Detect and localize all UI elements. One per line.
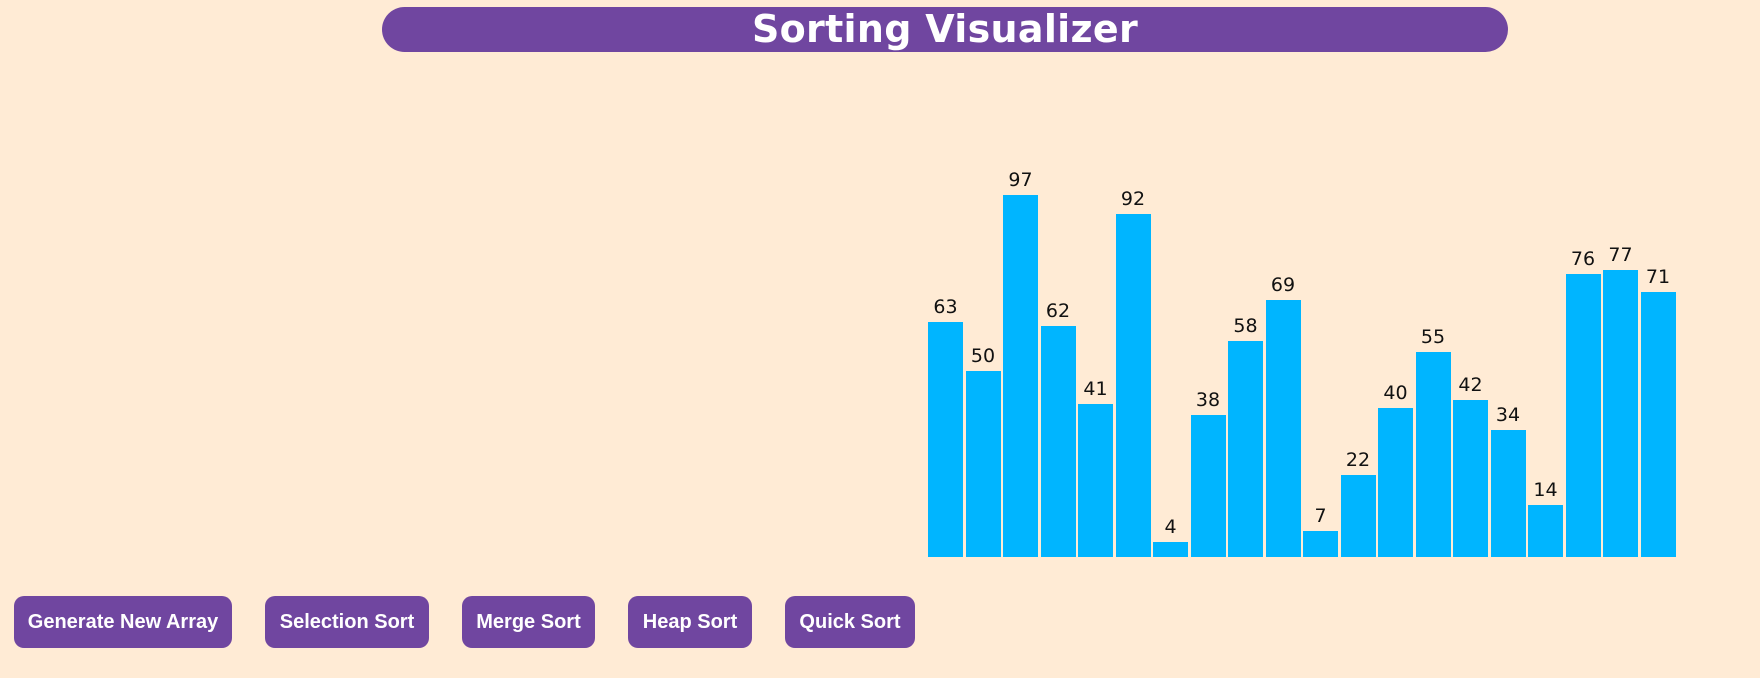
bar-value-label: 77 [1608, 243, 1633, 266]
array-bar [1228, 340, 1263, 557]
array-bar [1415, 351, 1451, 557]
array-bar [1078, 404, 1113, 557]
bar-value-label: 42 [1458, 374, 1483, 397]
bar-value-label: 34 [1495, 404, 1521, 427]
array-bar [1003, 195, 1038, 557]
bar-value-label: 38 [1195, 389, 1221, 412]
array-bar [1153, 542, 1188, 557]
bar-value-label: 63 [933, 296, 958, 318]
bar-value-label: 4 [1164, 516, 1177, 539]
bar-value-label: 62 [1045, 299, 1071, 322]
bar-value-label: 58 [1233, 314, 1258, 337]
bar-value-label: 55 [1420, 325, 1446, 348]
array-bar [1265, 299, 1301, 557]
array-bar [965, 370, 1001, 557]
bar-value-label: 76 [1570, 247, 1596, 270]
quick-sort-button[interactable]: Quick Sort [785, 596, 915, 648]
bar-value-label: 41 [1083, 378, 1108, 401]
bar-value-label: 69 [1270, 273, 1296, 296]
array-bar [1040, 325, 1076, 557]
bar-value-label: 7 [1314, 504, 1327, 527]
bar-value-label: 92 [1120, 187, 1146, 210]
array-bar [1378, 407, 1413, 557]
array-bar [1565, 273, 1601, 557]
bar-value-label: 22 [1345, 448, 1371, 471]
bar-value-label: 71 [1645, 266, 1671, 289]
array-bar [928, 322, 963, 557]
bar-value-label: 40 [1383, 381, 1408, 404]
generate-new-array-button[interactable]: Generate New Array [14, 596, 232, 648]
title-banner: Sorting Visualizer [382, 7, 1508, 52]
array-bar [1115, 213, 1151, 557]
bar-value-label: 97 [1008, 169, 1033, 192]
array-bar [1303, 530, 1338, 557]
bar-value-label: 14 [1533, 478, 1558, 501]
merge-sort-button[interactable]: Merge Sort [462, 596, 595, 648]
heap-sort-button[interactable]: Heap Sort [628, 596, 752, 648]
array-bar [1340, 474, 1376, 557]
array-bar [1490, 430, 1526, 557]
bar-value-label: 50 [970, 344, 996, 367]
array-bar [1640, 292, 1676, 557]
array-bar [1603, 269, 1638, 557]
selection-sort-button[interactable]: Selection Sort [265, 596, 429, 648]
array-bar [1190, 415, 1226, 557]
array-bar [1528, 504, 1563, 557]
array-bar [1453, 400, 1488, 557]
page-title: Sorting Visualizer [751, 7, 1139, 51]
